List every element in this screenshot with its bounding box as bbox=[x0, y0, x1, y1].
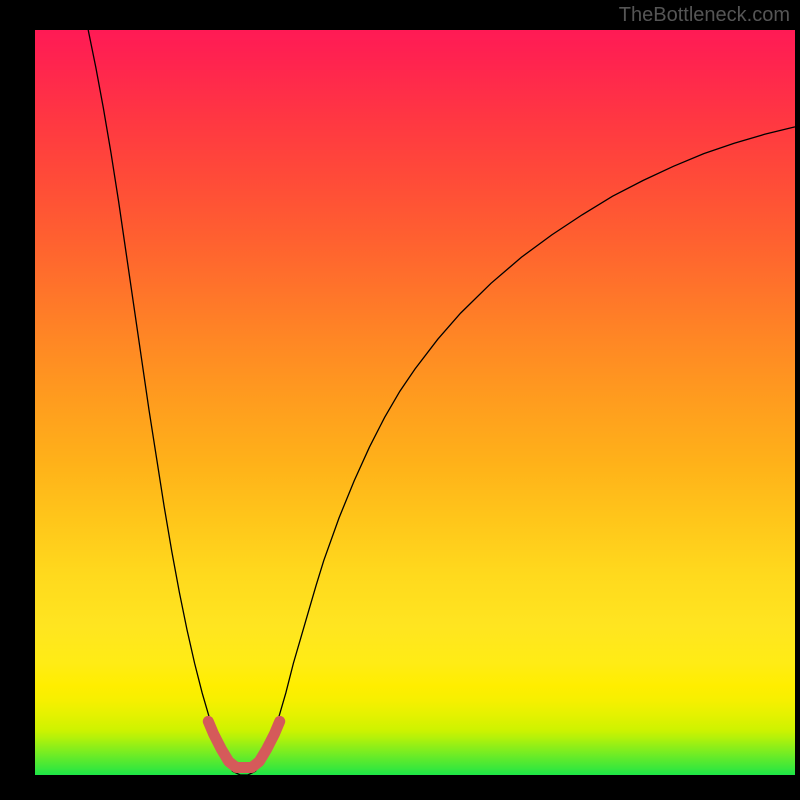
plot-area bbox=[35, 30, 795, 775]
watermark-text: TheBottleneck.com bbox=[619, 4, 790, 27]
gradient-background bbox=[35, 30, 795, 775]
